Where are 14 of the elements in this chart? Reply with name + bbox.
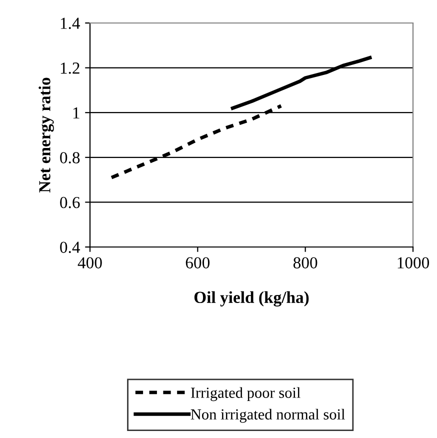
legend-label: Non irrigated normal soil xyxy=(190,408,345,423)
y-tick-label: 1.2 xyxy=(60,62,80,74)
y-tick-label: 0.4 xyxy=(60,242,80,254)
y-tick-label: 1 xyxy=(73,107,80,118)
x-tick-label: 800 xyxy=(293,257,318,268)
x-tick-label: 600 xyxy=(186,257,210,268)
x-tick-label: 400 xyxy=(78,257,102,268)
y-tick-label: 1.4 xyxy=(60,18,80,30)
x-axis-title: Oil yield (kg/ha) xyxy=(194,291,309,307)
y-tick-label: 0.8 xyxy=(60,152,80,164)
x-tick-label: 1000 xyxy=(398,257,430,268)
y-tick-label: 0.6 xyxy=(60,196,80,208)
y-axis-title: Net energy ratio xyxy=(38,78,54,193)
legend-label: Irrigated poor soil xyxy=(190,387,300,402)
